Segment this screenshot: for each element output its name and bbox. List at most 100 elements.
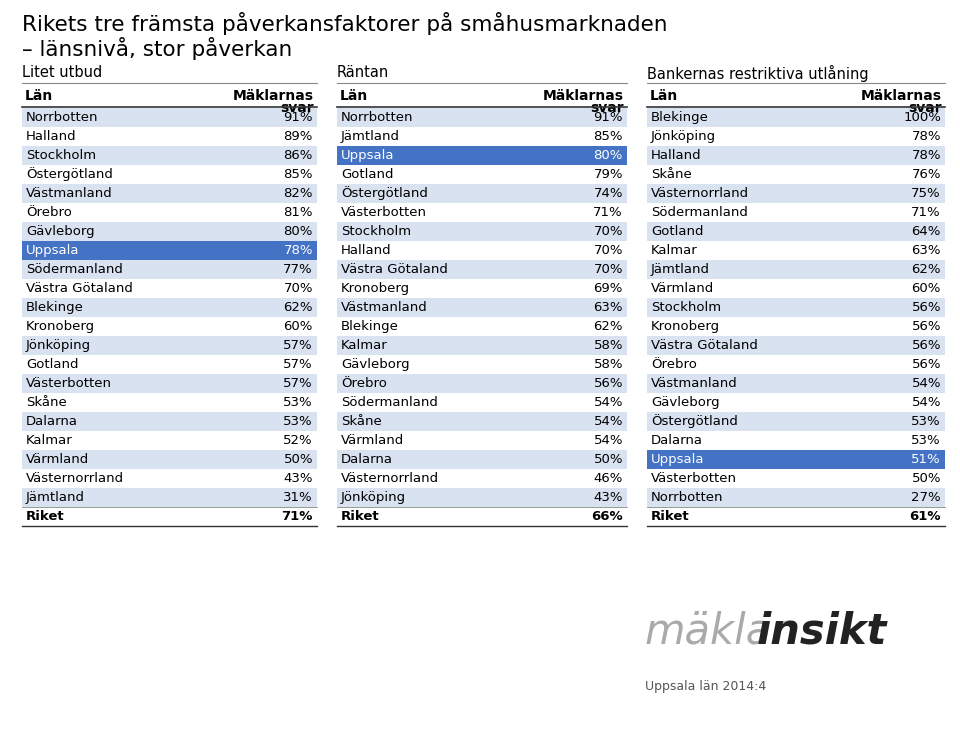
Bar <box>22 488 317 507</box>
Text: 56%: 56% <box>911 358 941 371</box>
Text: 54%: 54% <box>593 434 623 447</box>
Text: Halland: Halland <box>26 130 77 143</box>
Text: Kronoberg: Kronoberg <box>341 282 410 295</box>
Text: 57%: 57% <box>283 358 313 371</box>
Text: Norrbotten: Norrbotten <box>651 491 724 504</box>
Text: mäklar: mäklar <box>645 610 789 652</box>
Text: 81%: 81% <box>283 206 313 219</box>
Text: Skåne: Skåne <box>341 415 382 428</box>
Text: 56%: 56% <box>911 320 941 333</box>
Text: Östergötland: Östergötland <box>651 414 738 428</box>
Bar <box>22 317 317 336</box>
Text: Västra Götaland: Västra Götaland <box>26 282 132 295</box>
Text: 50%: 50% <box>593 453 623 466</box>
Text: Stockholm: Stockholm <box>26 149 96 162</box>
Bar <box>22 127 317 146</box>
Bar <box>647 222 945 241</box>
Text: 85%: 85% <box>593 130 623 143</box>
Text: 46%: 46% <box>593 472 623 485</box>
Text: Halland: Halland <box>341 244 392 257</box>
Text: 43%: 43% <box>593 491 623 504</box>
Bar <box>647 241 945 260</box>
Text: 31%: 31% <box>283 491 313 504</box>
Text: 78%: 78% <box>911 130 941 143</box>
Bar <box>647 374 945 393</box>
Text: Gävleborg: Gävleborg <box>26 225 95 238</box>
Text: 85%: 85% <box>283 168 313 181</box>
Text: Blekinge: Blekinge <box>26 301 84 314</box>
Text: svar: svar <box>590 101 624 115</box>
Text: Riket: Riket <box>651 510 689 523</box>
Text: Norrbotten: Norrbotten <box>26 111 99 124</box>
Text: svar: svar <box>280 101 314 115</box>
Bar <box>337 298 627 317</box>
Text: Stockholm: Stockholm <box>341 225 411 238</box>
Bar <box>647 412 945 431</box>
Bar <box>22 260 317 279</box>
Text: Västernorrland: Västernorrland <box>651 187 749 200</box>
Text: 86%: 86% <box>283 149 313 162</box>
Bar <box>22 108 317 127</box>
Text: Riket: Riket <box>341 510 379 523</box>
Bar <box>22 507 317 526</box>
Text: Uppsala län 2014:4: Uppsala län 2014:4 <box>645 680 766 693</box>
Text: 50%: 50% <box>283 453 313 466</box>
Text: 71%: 71% <box>281 510 313 523</box>
Bar <box>337 336 627 355</box>
Bar <box>22 279 317 298</box>
Text: Gotland: Gotland <box>26 358 79 371</box>
Text: 80%: 80% <box>593 149 623 162</box>
Text: insikt: insikt <box>757 610 887 652</box>
Text: 52%: 52% <box>283 434 313 447</box>
Text: 61%: 61% <box>909 510 941 523</box>
Text: Södermanland: Södermanland <box>26 263 123 276</box>
Text: Västmanland: Västmanland <box>26 187 112 200</box>
Text: Västerbotten: Västerbotten <box>651 472 737 485</box>
Text: Jämtland: Jämtland <box>651 263 710 276</box>
Bar <box>22 165 317 184</box>
Text: 63%: 63% <box>911 244 941 257</box>
Text: 70%: 70% <box>593 263 623 276</box>
Bar <box>22 374 317 393</box>
Bar <box>647 393 945 412</box>
Text: Örebro: Örebro <box>26 206 72 219</box>
Bar <box>22 203 317 222</box>
Text: Uppsala: Uppsala <box>26 244 80 257</box>
Text: 53%: 53% <box>911 434 941 447</box>
Bar <box>22 431 317 450</box>
Bar <box>337 507 627 526</box>
Text: Västra Götaland: Västra Götaland <box>341 263 448 276</box>
Text: Kalmar: Kalmar <box>341 339 388 352</box>
Bar <box>647 431 945 450</box>
Text: Blekinge: Blekinge <box>651 111 708 124</box>
Text: 43%: 43% <box>283 472 313 485</box>
Bar <box>337 393 627 412</box>
Text: Skåne: Skåne <box>651 168 692 181</box>
Bar <box>337 203 627 222</box>
Text: 56%: 56% <box>911 339 941 352</box>
Text: Riket: Riket <box>26 510 64 523</box>
Text: Stockholm: Stockholm <box>651 301 721 314</box>
Text: Västmanland: Västmanland <box>341 301 428 314</box>
Text: 53%: 53% <box>283 396 313 409</box>
Text: 54%: 54% <box>911 396 941 409</box>
Text: Norrbotten: Norrbotten <box>341 111 414 124</box>
Text: Västerbotten: Västerbotten <box>26 377 112 390</box>
Text: Litet utbud: Litet utbud <box>22 65 103 80</box>
Text: Jönköping: Jönköping <box>341 491 406 504</box>
Bar <box>647 279 945 298</box>
Bar <box>22 355 317 374</box>
Text: 77%: 77% <box>283 263 313 276</box>
Text: 71%: 71% <box>593 206 623 219</box>
Bar <box>647 127 945 146</box>
Text: Värmland: Värmland <box>26 453 89 466</box>
Text: 56%: 56% <box>593 377 623 390</box>
Bar <box>337 450 627 469</box>
Text: Gotland: Gotland <box>341 168 394 181</box>
Text: Jönköping: Jönköping <box>651 130 716 143</box>
Bar <box>337 412 627 431</box>
Text: Västernorrland: Västernorrland <box>341 472 439 485</box>
Text: Dalarna: Dalarna <box>341 453 393 466</box>
Bar <box>647 355 945 374</box>
Bar <box>337 374 627 393</box>
